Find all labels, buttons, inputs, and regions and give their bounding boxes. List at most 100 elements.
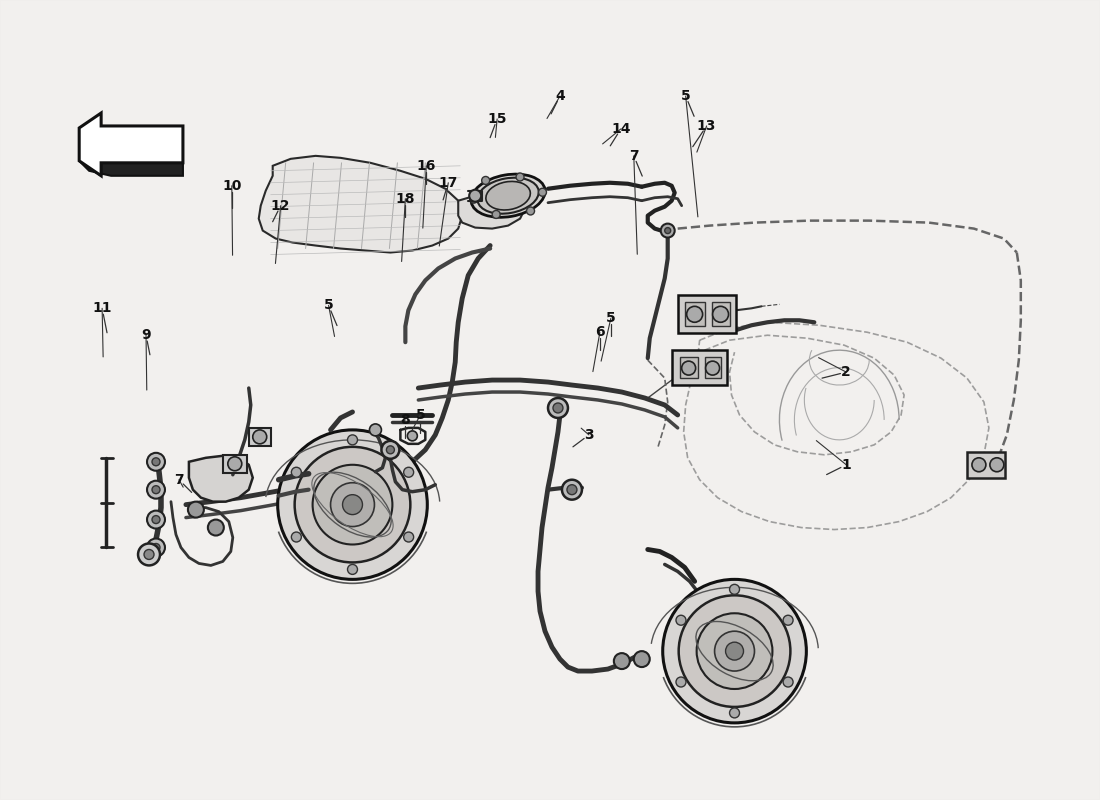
Circle shape [138,543,160,566]
Circle shape [715,631,755,671]
Circle shape [253,430,266,444]
Circle shape [783,615,793,626]
Circle shape [726,642,744,660]
Circle shape [407,431,417,441]
Circle shape [152,486,160,494]
Polygon shape [459,193,525,229]
Circle shape [404,467,414,478]
Text: 16: 16 [417,159,436,173]
Circle shape [147,481,165,498]
Circle shape [147,453,165,470]
Circle shape [705,361,719,375]
Circle shape [662,579,806,723]
Circle shape [144,550,154,559]
Text: 1: 1 [842,458,851,472]
Circle shape [312,465,393,545]
Bar [249,428,271,446]
Text: 5: 5 [681,89,691,103]
Bar [684,302,705,326]
Circle shape [713,306,728,322]
Bar [672,350,727,385]
Polygon shape [189,456,253,502]
Circle shape [382,441,399,458]
Text: 8: 8 [400,413,410,427]
Circle shape [566,485,576,494]
Text: 14: 14 [612,122,630,136]
Text: 17: 17 [439,176,458,190]
Circle shape [729,584,739,594]
Text: 5: 5 [323,298,333,312]
Text: 15: 15 [487,112,507,126]
Circle shape [661,224,674,238]
Circle shape [152,458,160,466]
Text: 10: 10 [222,178,242,193]
Circle shape [676,677,686,687]
Text: 3: 3 [584,428,594,442]
Circle shape [331,482,374,526]
Circle shape [990,458,1004,472]
Ellipse shape [477,178,539,214]
Text: 6: 6 [595,326,605,339]
Text: 18: 18 [396,192,415,206]
Text: 11: 11 [92,302,112,315]
Circle shape [682,361,695,375]
Bar [967,452,1004,478]
Circle shape [348,435,358,445]
Text: 5: 5 [416,408,426,422]
Bar [712,302,729,326]
Text: 7: 7 [629,149,639,163]
Circle shape [516,173,524,181]
Circle shape [370,424,382,436]
Text: 2: 2 [842,365,851,379]
Circle shape [152,543,160,551]
Text: 12: 12 [271,198,290,213]
Text: 4: 4 [556,89,564,103]
Text: 9: 9 [141,328,151,342]
Circle shape [548,398,568,418]
Polygon shape [79,161,183,176]
Circle shape [208,519,223,535]
Bar [705,357,720,378]
Ellipse shape [471,174,546,218]
Polygon shape [258,156,462,253]
Bar [223,455,246,473]
Circle shape [348,565,358,574]
Bar [680,357,697,378]
Circle shape [342,494,363,514]
Circle shape [614,653,630,669]
Circle shape [492,210,500,218]
Circle shape [664,228,671,234]
Circle shape [972,458,986,472]
Bar [678,295,736,334]
Circle shape [686,306,703,322]
Circle shape [553,403,563,413]
Circle shape [696,614,772,689]
Circle shape [470,195,477,203]
Text: 13: 13 [697,119,716,133]
Circle shape [539,188,547,196]
Circle shape [482,177,490,185]
Circle shape [188,502,204,518]
Circle shape [679,595,791,707]
Circle shape [228,457,242,470]
Text: 7: 7 [174,473,184,486]
Circle shape [729,708,739,718]
Ellipse shape [486,182,530,210]
Circle shape [147,510,165,529]
Circle shape [152,515,160,523]
Circle shape [404,532,414,542]
Circle shape [386,446,395,454]
Text: 5: 5 [606,311,616,326]
Circle shape [562,480,582,500]
Polygon shape [79,113,183,176]
Circle shape [292,532,301,542]
Circle shape [527,207,535,215]
Circle shape [292,467,301,478]
Circle shape [470,190,481,202]
Circle shape [277,430,427,579]
Circle shape [676,615,686,626]
Circle shape [295,447,410,562]
Circle shape [147,538,165,557]
Circle shape [783,677,793,687]
Circle shape [634,651,650,667]
